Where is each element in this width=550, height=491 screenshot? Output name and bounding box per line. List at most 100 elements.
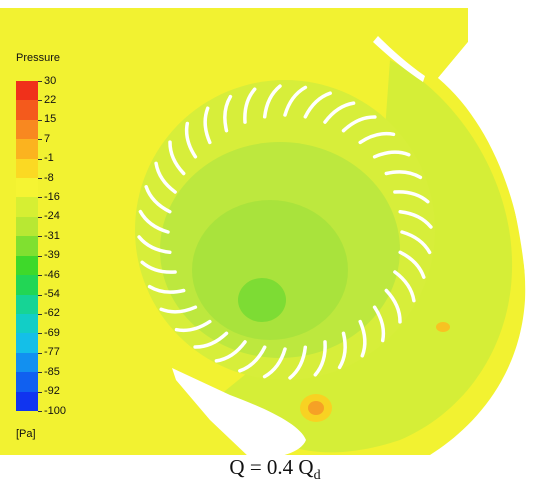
impeller-blade: [168, 140, 186, 176]
legend-colorbar: [16, 81, 38, 412]
impeller-blade: [372, 150, 411, 159]
legend-tick-mark: [38, 352, 42, 354]
low-pressure-core: [238, 278, 286, 322]
legend-tick-label: 7: [44, 132, 51, 145]
legend-unit: [Pa]: [16, 428, 36, 440]
legend-tick-mark: [38, 236, 42, 238]
legend-title: Pressure: [16, 52, 61, 64]
legend-swatch: [16, 391, 38, 412]
legend-tick-mark: [38, 411, 42, 412]
impeller-blade: [303, 91, 332, 119]
legend-swatch: [16, 100, 38, 121]
legend-tick-mark: [38, 294, 42, 296]
legend-swatch: [16, 81, 38, 101]
high-pressure-core: [308, 401, 324, 415]
outlet-separator: [373, 36, 425, 82]
legend-tick-mark: [38, 255, 42, 257]
impeller-blade: [243, 87, 257, 124]
impeller-blade: [154, 161, 177, 194]
impeller-blade: [398, 250, 426, 279]
impeller-blade: [223, 94, 233, 133]
legend-tick-label: -8: [44, 171, 54, 184]
impeller-blade: [323, 101, 356, 124]
legend-tick-label: -1: [44, 152, 54, 165]
impeller-blade: [384, 288, 402, 324]
legend-swatch: [16, 255, 38, 276]
legend-tick-mark: [38, 158, 42, 160]
legend-swatch: [16, 119, 38, 140]
legend-tick-label: -46: [44, 268, 60, 281]
legend-tick-mark: [38, 119, 42, 121]
legend-tick-label: -62: [44, 307, 60, 320]
impeller-blades: [137, 84, 433, 380]
legend-swatch: [16, 178, 38, 198]
outlet-corner: [438, 8, 550, 455]
legend-tick-label: 22: [44, 93, 57, 106]
impeller-blade: [384, 170, 423, 180]
impeller-blade: [238, 345, 267, 373]
inner-flow-zone: [192, 200, 348, 340]
legend-tick-mark: [38, 391, 42, 393]
legend-tick-label: -16: [44, 190, 60, 203]
legend-tick-label: -39: [44, 249, 60, 262]
legend-swatch: [16, 294, 38, 315]
legend-tick-label: -92: [44, 385, 60, 398]
impeller-blade: [193, 331, 229, 349]
legend-swatch: [16, 139, 38, 160]
impeller-blade: [358, 319, 367, 358]
caption-subscript: d: [313, 468, 321, 484]
legend-swatch: [16, 372, 38, 393]
legend-tick-label: 30: [44, 74, 57, 87]
legend-tick-mark: [38, 275, 42, 277]
legend-swatch: [16, 158, 38, 179]
impeller-blade: [393, 270, 416, 303]
legend-tick-label: 15: [44, 113, 57, 126]
legend-swatch: [16, 197, 38, 218]
impeller-blade: [214, 340, 247, 363]
legend-tick-mark: [38, 139, 42, 141]
legend-tick-label: -54: [44, 288, 60, 301]
legend-tick-mark: [38, 216, 42, 218]
legend-swatch: [16, 352, 38, 373]
legend-tick-label: -24: [44, 210, 60, 223]
impeller-blade: [400, 230, 432, 255]
legend-tick-mark: [38, 197, 42, 199]
legend-swatch: [16, 333, 38, 354]
impeller-blade: [137, 235, 172, 255]
impeller-blade: [288, 345, 308, 380]
impeller-blade: [184, 121, 198, 159]
legend-tick-mark: [38, 178, 42, 180]
impeller-blade: [313, 340, 327, 377]
impeller-blade: [203, 106, 212, 145]
legend-tick-label: -69: [44, 326, 60, 339]
legend-tick-label: -77: [44, 346, 60, 359]
figure-caption: Q = 0.4 Qd: [0, 455, 550, 484]
legend-swatch: [16, 275, 38, 296]
impeller-blade: [174, 319, 212, 333]
impeller-blade: [159, 305, 198, 314]
impeller-blade: [140, 260, 177, 274]
impeller-blade: [262, 84, 282, 119]
impeller-blade: [138, 209, 170, 234]
impeller-blade: [358, 131, 396, 145]
small-pressure-spot: [436, 322, 450, 332]
legend-tick-mark: [38, 313, 42, 315]
legend-tick-label: -31: [44, 229, 60, 242]
impeller-blade: [341, 115, 377, 133]
volute-tongue: [172, 368, 306, 459]
legend-tick-mark: [38, 333, 42, 335]
caption-main: Q = 0.4 Q: [229, 455, 314, 479]
legend-tick-mark: [38, 100, 42, 102]
impeller-blade: [283, 85, 308, 117]
impeller-blade: [372, 305, 386, 343]
legend-tick-mark: [38, 81, 42, 82]
impeller-blade: [262, 347, 287, 379]
legend-swatch: [16, 216, 38, 237]
legend-tick-label: -100: [44, 404, 67, 417]
impeller-blade: [337, 331, 347, 370]
impeller-blade: [398, 209, 433, 229]
impeller-blade: [147, 284, 186, 294]
legend-swatch: [16, 313, 38, 334]
impeller-blade: [393, 190, 430, 204]
